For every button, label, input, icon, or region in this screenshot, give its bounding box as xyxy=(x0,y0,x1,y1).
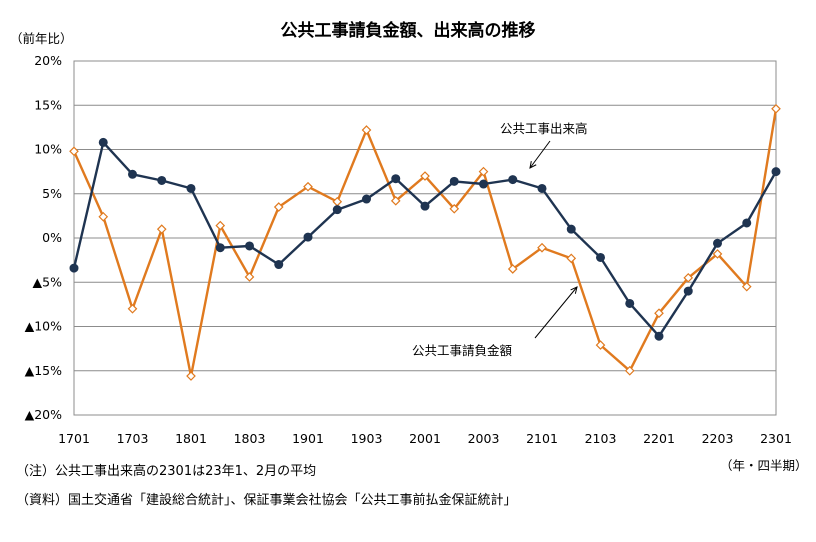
data-point xyxy=(157,175,167,185)
footnote-source: （資料）国土交通省「建設総合統計」、保証事業会社協会「公共工事前払金保証統計」 xyxy=(16,493,517,508)
annotation-contract-arrow xyxy=(534,286,578,339)
data-point xyxy=(683,286,693,296)
data-point xyxy=(98,211,109,222)
data-point xyxy=(361,125,372,135)
data-point xyxy=(332,205,342,215)
x-tick-label: 2103 xyxy=(585,431,617,446)
data-point xyxy=(683,272,694,283)
data-point xyxy=(771,103,781,114)
data-point xyxy=(449,176,459,186)
y-tick-label: 5% xyxy=(42,186,62,201)
y-axis-ticks: 20% 15% 10% 5% 0% ▲5% ▲10% ▲15% ▲20% xyxy=(25,53,63,422)
data-point xyxy=(69,146,79,157)
data-point xyxy=(215,220,226,231)
annotation-output-arrow xyxy=(529,140,551,169)
x-tick-label: 2001 xyxy=(409,431,441,446)
x-axis-ticks: 1701 1703 1801 1803 1901 1903 2001 2003 2101 2103… xyxy=(58,431,792,446)
annotation-contract: 公共工事請負金額 xyxy=(412,286,578,358)
x-tick-label: 1703 xyxy=(117,431,149,446)
x-tick-label: 1801 xyxy=(175,431,207,446)
data-point xyxy=(127,303,138,314)
x-tick-label: 2101 xyxy=(526,431,558,446)
data-point xyxy=(156,224,167,234)
y-tick-label: 0% xyxy=(42,230,62,245)
data-point xyxy=(273,202,284,212)
annotation-contract-label: 公共工事請負金額 xyxy=(412,343,513,358)
data-point xyxy=(186,371,196,381)
data-point xyxy=(244,272,255,282)
y-tick-label: ▲15% xyxy=(25,363,63,378)
data-point xyxy=(712,249,723,259)
x-tick-label: 2301 xyxy=(760,431,792,446)
data-point xyxy=(596,252,605,262)
data-point xyxy=(654,308,664,319)
data-point xyxy=(98,137,108,147)
x-tick-label: 1803 xyxy=(234,431,266,446)
y-tick-label: 15% xyxy=(34,97,62,112)
data-point xyxy=(507,264,518,274)
x-axis-unit: （年・四半期） xyxy=(720,458,808,473)
data-point xyxy=(508,175,518,185)
data-point xyxy=(420,201,430,211)
data-point xyxy=(624,365,635,376)
data-point xyxy=(713,238,722,248)
annotation-output: 公共工事出来高 xyxy=(500,121,588,169)
data-point xyxy=(654,331,664,341)
x-tick-label: 1701 xyxy=(58,431,90,446)
data-point xyxy=(390,195,401,206)
y-tick-label: ▲10% xyxy=(25,319,63,334)
data-point xyxy=(741,281,752,292)
data-point xyxy=(420,171,430,181)
y-tick-label: 20% xyxy=(34,53,62,68)
data-point xyxy=(69,263,79,273)
footnote-note: （注）公共工事出来高の2301は23年1、2月の平均 xyxy=(16,464,317,479)
data-point xyxy=(245,241,254,251)
chart-title: 公共工事請負金額、出来高の推移 xyxy=(281,20,536,41)
data-point xyxy=(478,166,489,177)
x-tick-label: 2003 xyxy=(468,431,500,446)
data-point xyxy=(303,232,313,242)
y-tick-label: 10% xyxy=(34,142,62,157)
y-axis-unit: （前年比） xyxy=(10,31,73,46)
data-point xyxy=(303,181,313,192)
data-point xyxy=(274,260,284,270)
x-tick-label: 1903 xyxy=(351,431,383,446)
y-tick-label: ▲20% xyxy=(25,407,63,422)
series-layer xyxy=(69,103,781,381)
annotation-output-label: 公共工事出来高 xyxy=(500,121,588,136)
data-point xyxy=(537,242,547,253)
data-point xyxy=(742,218,752,228)
data-point xyxy=(479,179,488,189)
x-tick-label: 1901 xyxy=(292,431,324,446)
y-tick-label: ▲5% xyxy=(33,274,63,289)
data-point xyxy=(625,298,635,308)
x-tick-label: 2203 xyxy=(702,431,734,446)
data-point xyxy=(537,183,547,193)
data-point xyxy=(449,203,460,214)
x-tick-label: 2201 xyxy=(643,431,675,446)
data-point xyxy=(771,167,781,177)
data-point xyxy=(391,174,401,184)
data-point xyxy=(566,253,577,264)
data-point xyxy=(362,194,371,204)
data-point xyxy=(566,224,576,234)
data-point xyxy=(128,169,137,179)
data-point xyxy=(215,243,225,253)
data-point xyxy=(186,183,196,193)
data-point xyxy=(595,340,606,350)
